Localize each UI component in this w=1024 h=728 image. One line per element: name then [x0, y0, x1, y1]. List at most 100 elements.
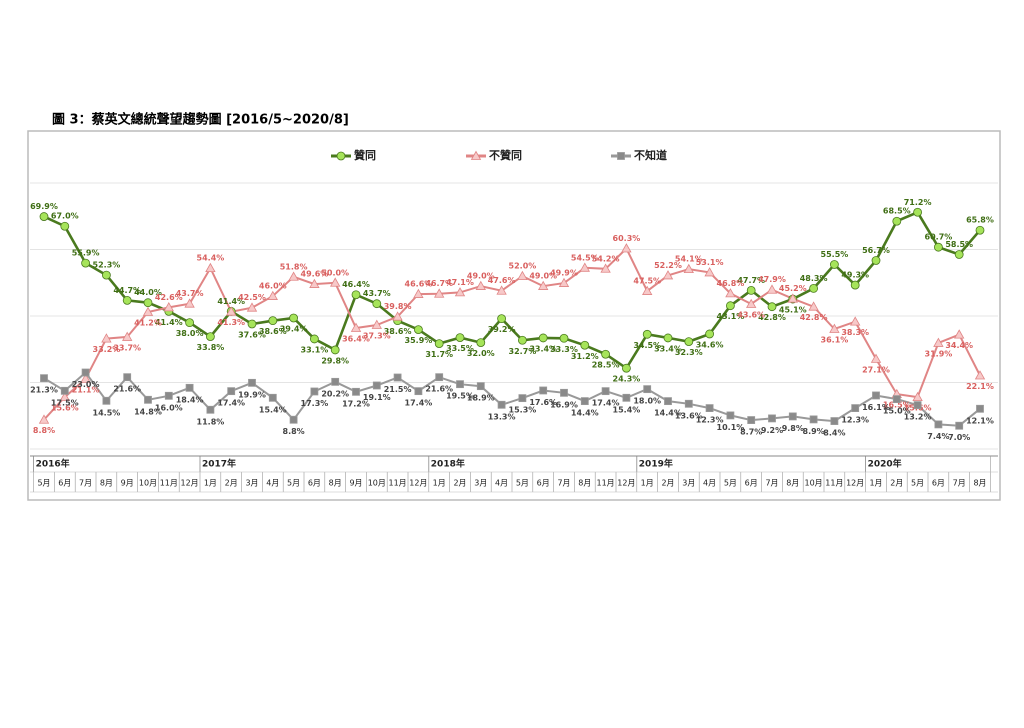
- x-tick-label: 9月: [121, 479, 134, 488]
- data-point: [538, 333, 548, 343]
- data-label: 52.0%: [509, 262, 537, 271]
- data-label: 45.1%: [779, 306, 807, 315]
- data-point: [788, 412, 797, 421]
- data-label: 10.1%: [717, 423, 745, 432]
- data-label: 7.0%: [948, 433, 970, 442]
- data-label: 69.9%: [30, 202, 58, 211]
- data-label: 15.0%: [883, 407, 911, 416]
- data-label: 52.2%: [654, 261, 682, 270]
- data-label: 37.3%: [363, 331, 391, 340]
- data-label: 21.6%: [113, 385, 141, 394]
- data-label: 38.6%: [259, 327, 287, 336]
- x-tick-label: 2月: [661, 479, 674, 488]
- data-label: 28.5%: [592, 361, 620, 370]
- legend-marker: [470, 150, 482, 160]
- year-label: 2019年: [639, 458, 673, 470]
- data-point: [414, 387, 423, 396]
- data-label: 43.1%: [717, 312, 745, 321]
- data-label: 31.2%: [571, 352, 599, 361]
- data-point: [226, 306, 237, 316]
- data-point: [851, 404, 860, 413]
- x-tick-label: 5月: [37, 479, 50, 488]
- data-point: [872, 391, 880, 400]
- data-point: [496, 285, 507, 295]
- x-tick-label: 10月: [139, 479, 157, 488]
- series-line: [43, 246, 981, 421]
- data-label: 65.8%: [966, 216, 994, 225]
- data-label: 33.8%: [197, 343, 225, 352]
- data-point: [808, 301, 819, 311]
- data-point: [184, 298, 195, 308]
- data-label: 52.3%: [93, 261, 121, 270]
- x-tick-label: 5月: [516, 479, 529, 488]
- data-label: 41.4%: [155, 318, 183, 327]
- x-tick-label: 12月: [617, 479, 635, 488]
- data-label: 19.1%: [363, 393, 391, 402]
- legend-marker: [617, 152, 625, 160]
- data-label: 14.4%: [654, 409, 682, 418]
- x-tick-label: 11月: [597, 479, 615, 488]
- data-point: [892, 395, 901, 404]
- data-point: [206, 405, 215, 414]
- chart-frame: [27, 130, 1001, 501]
- data-point: [288, 271, 299, 281]
- data-point: [246, 302, 258, 312]
- data-point: [747, 416, 756, 424]
- data-label: 60.3%: [613, 234, 641, 243]
- data-point: [600, 263, 611, 273]
- data-label: 42.6%: [155, 293, 183, 302]
- data-label: 50.0%: [321, 268, 349, 277]
- data-point: [268, 393, 277, 402]
- x-tick-label: 1月: [869, 479, 882, 488]
- data-point: [101, 333, 112, 343]
- data-label: 47.6%: [488, 276, 516, 285]
- data-point: [809, 415, 818, 424]
- x-tick-label: 2月: [890, 479, 903, 488]
- data-label: 14.5%: [93, 408, 121, 417]
- data-point: [102, 396, 111, 405]
- data-point: [143, 298, 153, 308]
- data-point: [476, 382, 485, 391]
- data-label: 21.6%: [425, 385, 453, 394]
- x-tick-label: 6月: [58, 479, 71, 488]
- data-label: 17.4%: [405, 399, 433, 408]
- x-tick-label: 7月: [557, 479, 570, 488]
- data-point: [746, 298, 757, 308]
- data-point: [454, 287, 466, 297]
- data-label: 34.4%: [945, 341, 973, 350]
- data-point: [870, 353, 882, 363]
- data-label: 8.8%: [33, 426, 55, 435]
- data-point: [309, 278, 320, 288]
- data-label: 13.3%: [488, 412, 516, 421]
- data-label: 47.1%: [446, 278, 474, 287]
- x-tick-label: 4月: [703, 479, 716, 488]
- data-point: [59, 391, 70, 402]
- data-label: 18.9%: [467, 394, 495, 403]
- data-point: [704, 267, 715, 277]
- data-point: [185, 383, 194, 392]
- data-label: 13.6%: [675, 411, 703, 420]
- data-point: [122, 331, 133, 341]
- data-label: 33.4%: [654, 344, 682, 353]
- data-point: [705, 404, 714, 413]
- data-label: 67.0%: [51, 212, 79, 221]
- data-point: [726, 411, 735, 420]
- data-label: 55.5%: [821, 250, 849, 259]
- data-point: [934, 242, 943, 252]
- data-point: [331, 377, 340, 386]
- data-point: [350, 322, 362, 332]
- data-label: 45.2%: [779, 284, 807, 293]
- data-label: 17.6%: [529, 398, 557, 407]
- data-point: [976, 404, 984, 413]
- data-label: 32.3%: [675, 348, 703, 357]
- legend-label: 贊同: [354, 148, 376, 162]
- x-tick-label: 11月: [825, 479, 843, 488]
- data-point: [330, 277, 341, 287]
- x-tick-label: 6月: [537, 479, 550, 488]
- data-label: 46.7%: [425, 279, 453, 288]
- legend-label: 不贊同: [489, 148, 522, 162]
- x-tick-label: 8月: [578, 479, 591, 488]
- data-label: 11.8%: [197, 417, 225, 426]
- data-label: 54.4%: [197, 254, 225, 263]
- data-point: [39, 212, 49, 221]
